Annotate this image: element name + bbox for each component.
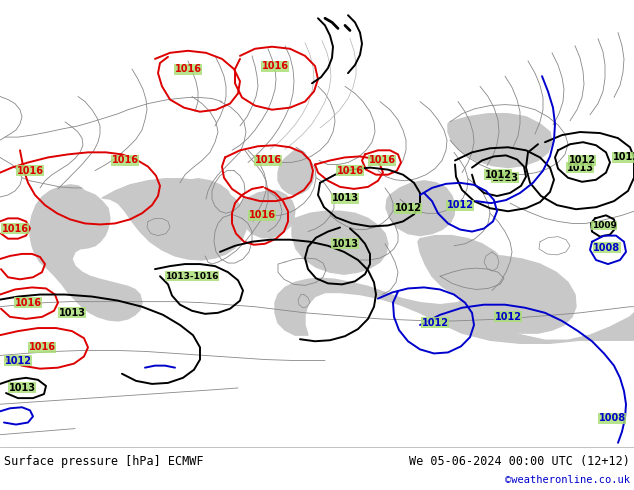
Text: ©weatheronline.co.uk: ©weatheronline.co.uk xyxy=(505,475,630,485)
Polygon shape xyxy=(30,185,142,321)
Text: 1013: 1013 xyxy=(332,239,358,249)
Text: 1016: 1016 xyxy=(368,155,396,166)
Text: 1016: 1016 xyxy=(15,297,41,308)
Polygon shape xyxy=(102,179,246,260)
Text: 1016: 1016 xyxy=(249,210,276,221)
Text: 1013: 1013 xyxy=(567,163,593,172)
Polygon shape xyxy=(418,236,510,299)
Text: 1012: 1012 xyxy=(422,318,448,328)
Text: 1016: 1016 xyxy=(254,155,281,166)
Text: 1016: 1016 xyxy=(112,155,138,166)
Text: 1012: 1012 xyxy=(394,203,422,213)
Polygon shape xyxy=(292,211,388,274)
Text: We 05-06-2024 00:00 UTC (12+12): We 05-06-2024 00:00 UTC (12+12) xyxy=(409,455,630,468)
Text: 1012: 1012 xyxy=(569,155,595,166)
Text: 1012: 1012 xyxy=(495,312,522,322)
Polygon shape xyxy=(240,191,295,238)
Text: 1016: 1016 xyxy=(29,343,56,352)
Text: 1016: 1016 xyxy=(16,166,44,175)
Text: 1016: 1016 xyxy=(1,223,29,234)
Text: Surface pressure [hPa] ECMWF: Surface pressure [hPa] ECMWF xyxy=(4,455,204,468)
Text: 1009: 1009 xyxy=(592,221,616,230)
Text: 1013-1016: 1013-1016 xyxy=(165,272,219,281)
Text: 1008: 1008 xyxy=(598,414,626,423)
Text: 1013: 1013 xyxy=(491,173,519,183)
Polygon shape xyxy=(386,181,455,236)
Polygon shape xyxy=(448,114,552,168)
Polygon shape xyxy=(174,179,232,221)
Text: 1013: 1013 xyxy=(612,152,634,162)
Text: 1013: 1013 xyxy=(332,193,358,203)
Text: 1016: 1016 xyxy=(337,166,363,175)
Polygon shape xyxy=(448,256,576,333)
Polygon shape xyxy=(278,150,314,195)
Text: 1012: 1012 xyxy=(484,170,512,180)
Text: 1013: 1013 xyxy=(8,383,36,393)
Text: 1012: 1012 xyxy=(4,356,32,366)
Text: 1016: 1016 xyxy=(261,61,288,71)
Polygon shape xyxy=(275,278,634,343)
Text: 1008: 1008 xyxy=(593,243,621,253)
Text: 1016: 1016 xyxy=(174,64,202,74)
Text: 1013: 1013 xyxy=(58,308,86,318)
Text: 1012: 1012 xyxy=(446,200,474,210)
